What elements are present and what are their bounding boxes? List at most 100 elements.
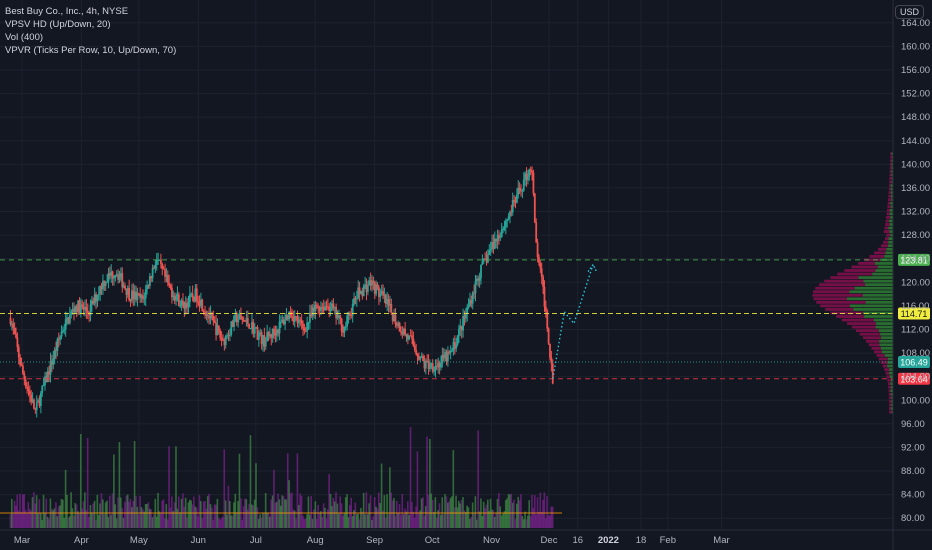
candle-body — [282, 319, 285, 325]
candle-body — [409, 335, 412, 337]
legend-indicator-vol[interactable]: Vol (400) — [5, 32, 44, 43]
volume-profile-down — [830, 276, 859, 279]
volume-profile-up — [891, 173, 893, 177]
candle-body — [402, 328, 405, 335]
candle-body — [114, 274, 117, 278]
candle-body — [148, 276, 151, 287]
volume-profile-down — [890, 152, 892, 156]
y-tick-label: 120.00 — [901, 277, 930, 288]
volume-bar — [477, 430, 479, 528]
volume-bar — [143, 511, 146, 528]
candle-body — [446, 351, 449, 362]
candle-body — [299, 319, 302, 321]
candle-body — [248, 324, 251, 329]
volume-bar — [405, 511, 408, 528]
legend-indicator-vpsv[interactable]: VPSV HD (Up/Down, 20) — [5, 19, 111, 30]
volume-bar — [438, 503, 441, 528]
candle-body — [75, 306, 78, 312]
volume-bar — [165, 504, 168, 528]
y-tick-label: 92.00 — [901, 442, 925, 453]
volume-bar — [404, 508, 406, 528]
candle-body — [244, 320, 246, 322]
volume-bar — [28, 508, 31, 528]
price-level-label: 123.81 — [900, 255, 928, 265]
volume-profile-up — [890, 205, 893, 209]
volume-bar — [456, 507, 459, 528]
volume-profile-up — [886, 247, 893, 251]
volume-bar — [190, 500, 192, 528]
volume-bar — [23, 494, 25, 528]
volume-bar — [37, 513, 39, 528]
candle-body — [82, 306, 85, 310]
volume-bar — [171, 496, 173, 528]
volume-profile-down — [886, 233, 891, 237]
volume-bar — [309, 514, 311, 528]
candle-body — [361, 290, 364, 297]
candle-body — [249, 328, 252, 330]
volume-bar — [291, 492, 293, 528]
candle-body — [404, 328, 407, 335]
price-level-tag[interactable] — [898, 372, 930, 385]
volume-bar — [125, 495, 128, 528]
candle-body — [474, 281, 477, 294]
volume-profile-down — [888, 403, 892, 407]
volume-profile-down — [865, 339, 880, 343]
volume-profile-down — [889, 177, 892, 180]
candle-body — [118, 276, 121, 280]
candle-body — [266, 332, 269, 342]
volume-bar — [92, 503, 94, 528]
candle-body — [510, 211, 513, 213]
price-level-tag[interactable] — [898, 355, 930, 368]
volume-profile-up — [889, 208, 893, 212]
legend-indicator-vpvr[interactable]: VPVR (Ticks Per Row, 10, Up/Down, 70) — [5, 45, 177, 56]
candle-body — [238, 314, 241, 320]
candle-body — [157, 260, 160, 262]
volume-bar — [204, 500, 206, 528]
candle-body — [544, 306, 547, 312]
candle-body — [520, 190, 522, 192]
volume-bar — [293, 510, 296, 528]
candle-body — [131, 290, 133, 301]
candle-body — [477, 278, 480, 281]
candle-body — [212, 316, 215, 321]
volume-bar — [161, 500, 163, 528]
legend-symbol[interactable]: Best Buy Co., Inc., 4h, NYSE — [5, 6, 129, 17]
candle-body — [542, 276, 544, 287]
volume-profile-down — [847, 322, 876, 325]
volume-bar — [513, 499, 515, 528]
candle-body — [493, 238, 496, 249]
volume-profile-down — [830, 311, 863, 315]
y-tick-label: 96.00 — [901, 419, 925, 430]
volume-bar — [398, 504, 401, 528]
volume-bar — [369, 495, 372, 528]
volume-bar — [395, 501, 398, 528]
price-level-tag[interactable] — [898, 307, 930, 320]
volume-bar — [429, 438, 431, 528]
price-level-tag[interactable] — [898, 253, 930, 266]
candle-body — [418, 356, 420, 360]
volume-bar — [300, 495, 303, 528]
volume-bar — [328, 473, 330, 528]
volume-bar — [413, 517, 416, 528]
x-tick-label: Apr — [74, 535, 89, 546]
candle-body — [263, 335, 266, 347]
currency-button[interactable]: USD — [894, 5, 924, 19]
volume-bar — [24, 509, 27, 528]
candle-body — [142, 295, 144, 299]
candle-body — [209, 313, 212, 319]
candle-body — [333, 307, 336, 309]
volume-bar — [295, 518, 297, 528]
volume-bar — [488, 510, 490, 528]
volume-bar — [353, 510, 355, 528]
volume-profile-up — [891, 152, 893, 156]
candle-body — [321, 306, 324, 308]
volume-bar — [95, 519, 97, 528]
volume-bar — [81, 508, 83, 528]
candle-body — [451, 350, 453, 352]
candle-body — [42, 385, 45, 387]
candle-body — [337, 315, 340, 317]
x-tick-label: Jul — [250, 535, 262, 546]
volume-profile-down — [886, 375, 890, 379]
